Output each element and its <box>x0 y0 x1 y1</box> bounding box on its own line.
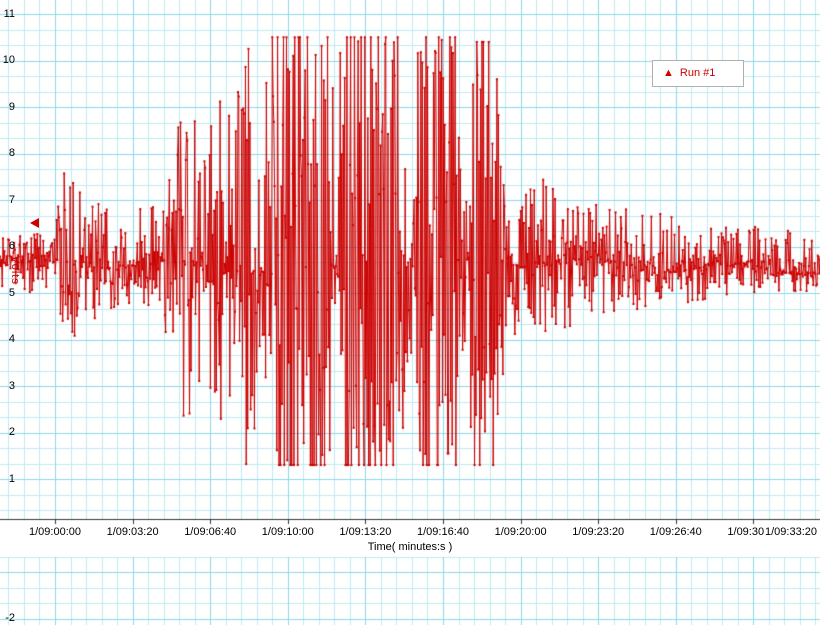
y-tick-label: 9 <box>8 101 15 113</box>
x-tick-label: 1/09:16:40 <box>416 526 470 539</box>
x-tick-label: 1/09:26:40 <box>648 526 703 539</box>
x-tick-label: 1/09:00:00 <box>28 526 82 539</box>
y-axis-cursor-icon[interactable] <box>30 218 39 228</box>
y-axis-title: Volts <box>9 256 21 285</box>
y-tick-label: 11 <box>3 8 15 20</box>
x-tick-label: 1/09:03:20 <box>105 526 160 539</box>
y-tick-label: 7 <box>8 194 15 206</box>
x-tick-label: 1/09:23:20 <box>571 526 626 539</box>
x-tick-label: 1/09:06:40 <box>183 526 238 539</box>
y-tick-label: 6 <box>8 240 15 252</box>
legend-run-marker-icon: ▲ <box>663 67 674 79</box>
y-tick-label: 1 <box>8 473 15 485</box>
y-tick-label: 8 <box>8 147 15 159</box>
x-tick-label: 1/09:13:20 <box>338 526 393 539</box>
y-tick-label: 3 <box>8 380 15 392</box>
legend-run-label: Run #1 <box>679 67 716 79</box>
x-tick-label: 1/09:10:00 <box>260 526 315 539</box>
x-tick-label: 1/09:33:20 <box>764 526 818 539</box>
y-tick-label: -2 <box>5 612 15 624</box>
y-tick-label: 2 <box>8 426 15 438</box>
y-tick-label: 10 <box>2 54 15 66</box>
y-tick-label: 4 <box>8 333 15 345</box>
legend-box[interactable]: ▲ Run #1 <box>652 60 744 87</box>
x-axis-title: Time( minutes:s ) <box>367 541 453 553</box>
y-tick-label: 5 <box>8 287 15 299</box>
x-tick-label: 1/09:20:00 <box>493 526 548 539</box>
